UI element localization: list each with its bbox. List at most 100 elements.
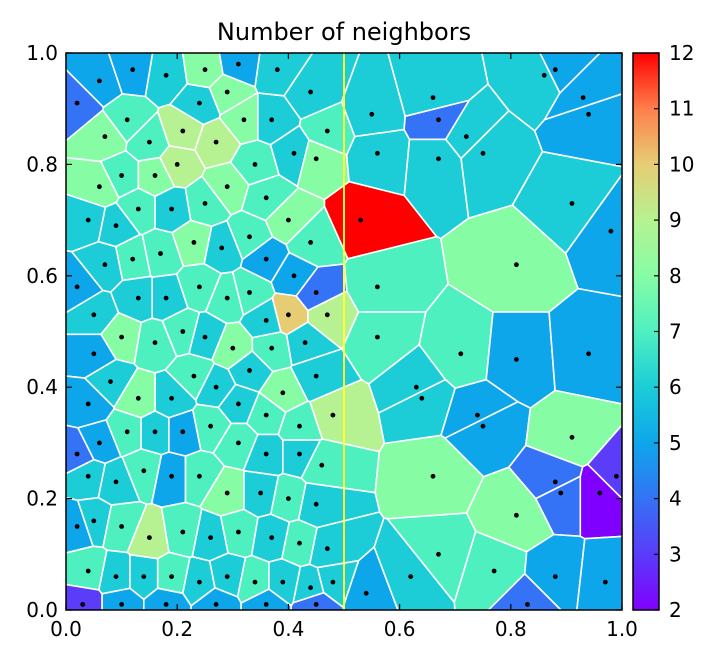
seed-point (169, 574, 175, 579)
x-tick-label: 0.4 (272, 617, 304, 641)
seed-point (263, 412, 269, 418)
seed-point (158, 251, 163, 256)
voronoi-cell (548, 287, 622, 405)
seed-point (274, 67, 280, 73)
seed-point (208, 535, 214, 540)
seed-point (436, 156, 441, 162)
seed-point (163, 72, 169, 78)
seed-point (124, 429, 130, 435)
chart-title: Number of neighbors (217, 18, 471, 46)
seed-point (74, 524, 80, 529)
x-tick-label: 1.0 (606, 617, 638, 641)
seed-point (135, 295, 141, 301)
seed-point (97, 78, 102, 84)
seed-point (263, 451, 269, 457)
seed-point (430, 473, 436, 479)
seed-point (269, 535, 275, 540)
seed-point (291, 150, 297, 156)
colorbar-tick-label: 9 (669, 208, 682, 232)
seed-point (597, 490, 603, 496)
seed-point (85, 217, 91, 223)
seed-point (152, 340, 158, 345)
y-tick-label: 0.6 (26, 264, 58, 288)
seed-point (174, 162, 180, 167)
seed-point (302, 340, 308, 345)
x-tick-label: 0.2 (161, 617, 193, 641)
seed-point (413, 384, 419, 390)
colorbar-tick-label: 4 (669, 487, 682, 511)
seed-point (280, 390, 286, 396)
seed-point (286, 496, 291, 501)
seed-point (191, 373, 197, 379)
seed-point (258, 490, 263, 496)
voronoi-cell (373, 517, 456, 610)
seed-point (180, 128, 186, 134)
seed-point (152, 173, 158, 178)
colorbar-tick-label: 5 (669, 431, 682, 455)
colorbar-axis: 2 3 4 5 6 7 8 9 10 11 12 (654, 41, 694, 622)
seed-point (80, 602, 86, 607)
seed-point (91, 518, 97, 524)
colorbar-tick-label: 11 (669, 97, 694, 121)
seed-point (297, 540, 302, 546)
voronoi-cell (576, 535, 622, 610)
seed-point (375, 150, 380, 156)
colorbar-tick-label: 2 (669, 598, 682, 622)
seed-point (458, 351, 464, 357)
seed-point (313, 602, 319, 607)
seed-point (97, 440, 102, 446)
seed-point (419, 395, 425, 401)
seed-point (85, 401, 91, 407)
seed-point (180, 329, 186, 334)
seed-point (197, 473, 202, 479)
seed-point (224, 184, 230, 190)
seed-point (102, 262, 108, 268)
seed-point (130, 256, 136, 262)
seed-point (102, 134, 108, 140)
seed-point (74, 100, 80, 106)
y-axis: 0.0 0.2 0.4 0.6 0.8 1.0 (26, 41, 622, 622)
seed-point (586, 351, 591, 357)
y-tick-label: 0.2 (26, 487, 58, 511)
seed-point (113, 223, 119, 229)
seed-point (208, 423, 214, 429)
seed-point (247, 368, 252, 373)
seed-point (375, 334, 380, 340)
seed-point (141, 574, 147, 579)
seed-point (514, 512, 519, 518)
seed-point (475, 412, 480, 418)
seed-point (308, 240, 313, 245)
seed-point (124, 117, 130, 123)
seed-point (375, 284, 380, 290)
seed-point (147, 535, 152, 540)
seed-point (152, 429, 158, 435)
seed-point (191, 240, 197, 245)
seed-point (224, 490, 230, 496)
seed-point (602, 579, 608, 585)
seed-point (319, 462, 325, 468)
y-tick-label: 0.4 (26, 375, 58, 399)
seed-point (224, 89, 230, 95)
seed-point (263, 318, 269, 323)
seed-point (135, 395, 141, 401)
seed-point (514, 357, 519, 362)
seed-point (202, 67, 208, 73)
seed-point (436, 551, 441, 557)
seed-point (369, 111, 375, 117)
seed-point (614, 473, 619, 479)
y-tick-label: 0.8 (26, 152, 58, 176)
seed-point (313, 373, 319, 379)
seed-point (263, 256, 269, 262)
seed-point (202, 334, 208, 340)
seed-point (241, 117, 247, 123)
seed-point (224, 295, 230, 301)
voronoi-plot-area (66, 53, 622, 610)
seed-point (213, 139, 219, 145)
seed-point (108, 379, 113, 384)
seed-point (324, 546, 330, 552)
seed-point (608, 228, 614, 234)
seed-point (408, 574, 414, 579)
seed-point (169, 395, 175, 401)
seed-point (130, 67, 136, 73)
seed-point (308, 585, 313, 591)
